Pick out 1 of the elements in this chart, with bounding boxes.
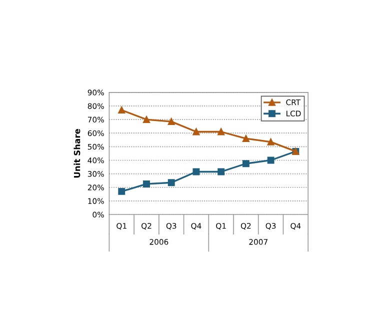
y-axis-title: Unit Share (74, 128, 80, 178)
